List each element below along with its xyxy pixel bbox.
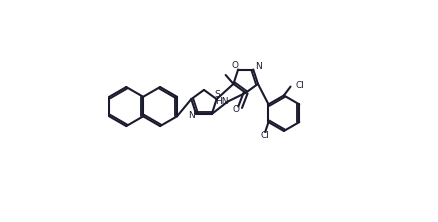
Text: O: O — [231, 61, 238, 70]
Text: Cl: Cl — [295, 81, 304, 90]
Text: N: N — [188, 111, 194, 120]
Text: O: O — [232, 105, 239, 114]
Text: Cl: Cl — [260, 131, 269, 140]
Text: HN: HN — [215, 97, 228, 106]
Text: S: S — [214, 90, 219, 99]
Text: N: N — [254, 62, 261, 71]
